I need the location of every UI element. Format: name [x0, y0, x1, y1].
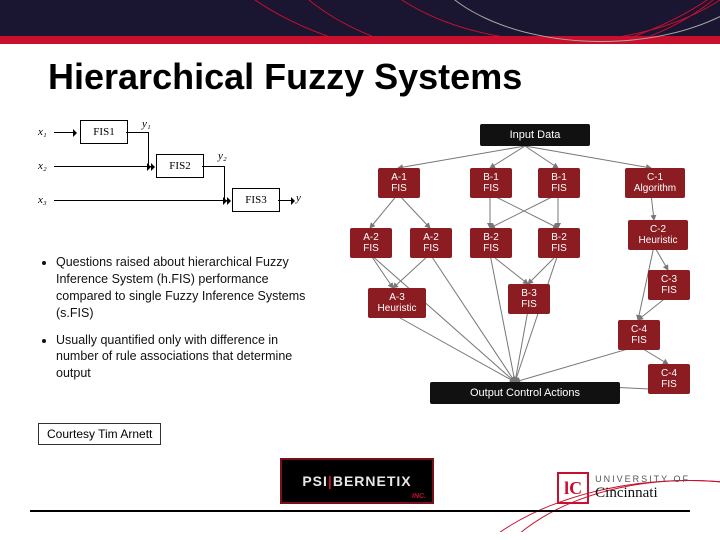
bullet-item: Usually quantified only with difference … [56, 332, 318, 383]
bullet-list: Questions raised about hierarchical Fuzz… [38, 254, 318, 382]
fis-chain-diagram: x₁ FIS1 y₁ x₂ FIS2 y₂ x₃ FIS3 y [38, 120, 298, 240]
diagram-node: B-1FIS [538, 168, 580, 198]
diagram-node: C-3FIS [648, 270, 690, 300]
footer: PSI|BERNETIX INC. lC UNIVERSITY OF Cinci… [0, 462, 720, 532]
diagram-node: C-2Heuristic [628, 220, 688, 250]
diagram-node: C-4FIS [648, 364, 690, 394]
diagram-node: B-1FIS [470, 168, 512, 198]
diagram-node: A-2FIS [350, 228, 392, 258]
hierarchy-diagram: Input Data A-1FIS B-1FIS B-1FIS C-1Algorithm… [330, 124, 710, 424]
diagram-node: C-1Algorithm [625, 168, 685, 198]
diagram-node: Output Control Actions [430, 382, 620, 404]
diagram-node: A-2FIS [410, 228, 452, 258]
diagram-node: B-2FIS [470, 228, 512, 258]
diagram-node: B-3FIS [508, 284, 550, 314]
diagram-node: C-4FIS [618, 320, 660, 350]
uc-mark-icon: lC [557, 472, 589, 504]
header-band [0, 0, 720, 44]
diagram-node: A-1FIS [378, 168, 420, 198]
left-column: x₁ FIS1 y₁ x₂ FIS2 y₂ x₃ FIS3 y Question… [38, 120, 318, 445]
attribution-box: Courtesy Tim Arnett [38, 423, 161, 445]
diagram-node: A-3Heuristic [368, 288, 426, 318]
diagram-node: Input Data [480, 124, 590, 146]
diagram-node: B-2FIS [538, 228, 580, 258]
university-logo: lC UNIVERSITY OF Cincinnati [557, 472, 690, 504]
bullet-item: Questions raised about hierarchical Fuzz… [56, 254, 318, 322]
psibernetix-logo: PSI|BERNETIX INC. [280, 458, 434, 504]
slide-title: Hierarchical Fuzzy Systems [48, 56, 522, 98]
